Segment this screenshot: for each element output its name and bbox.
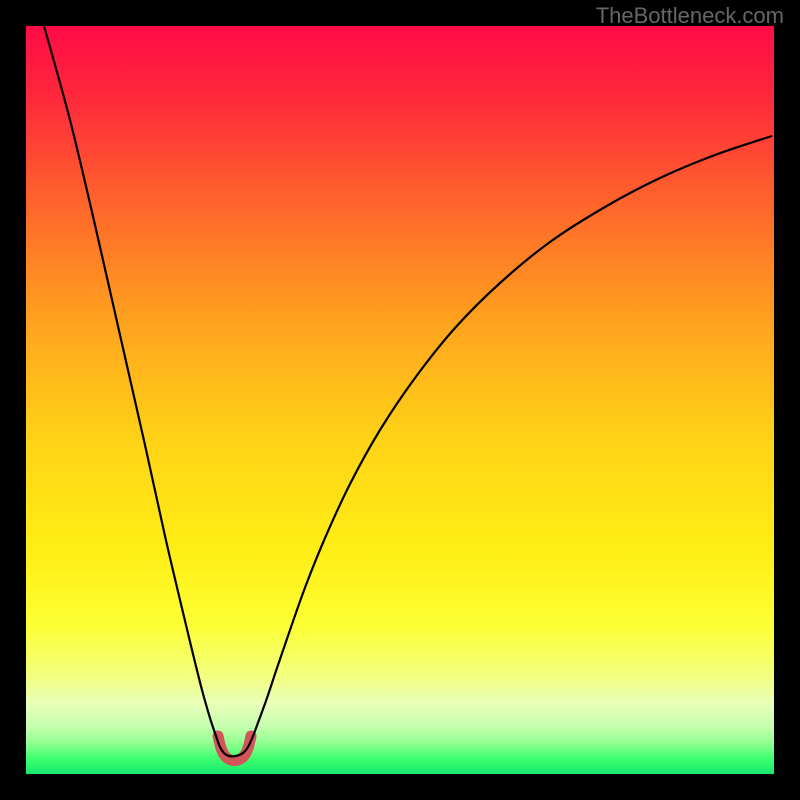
- watermark-text: TheBottleneck.com: [596, 3, 784, 29]
- plot-area: [26, 26, 774, 774]
